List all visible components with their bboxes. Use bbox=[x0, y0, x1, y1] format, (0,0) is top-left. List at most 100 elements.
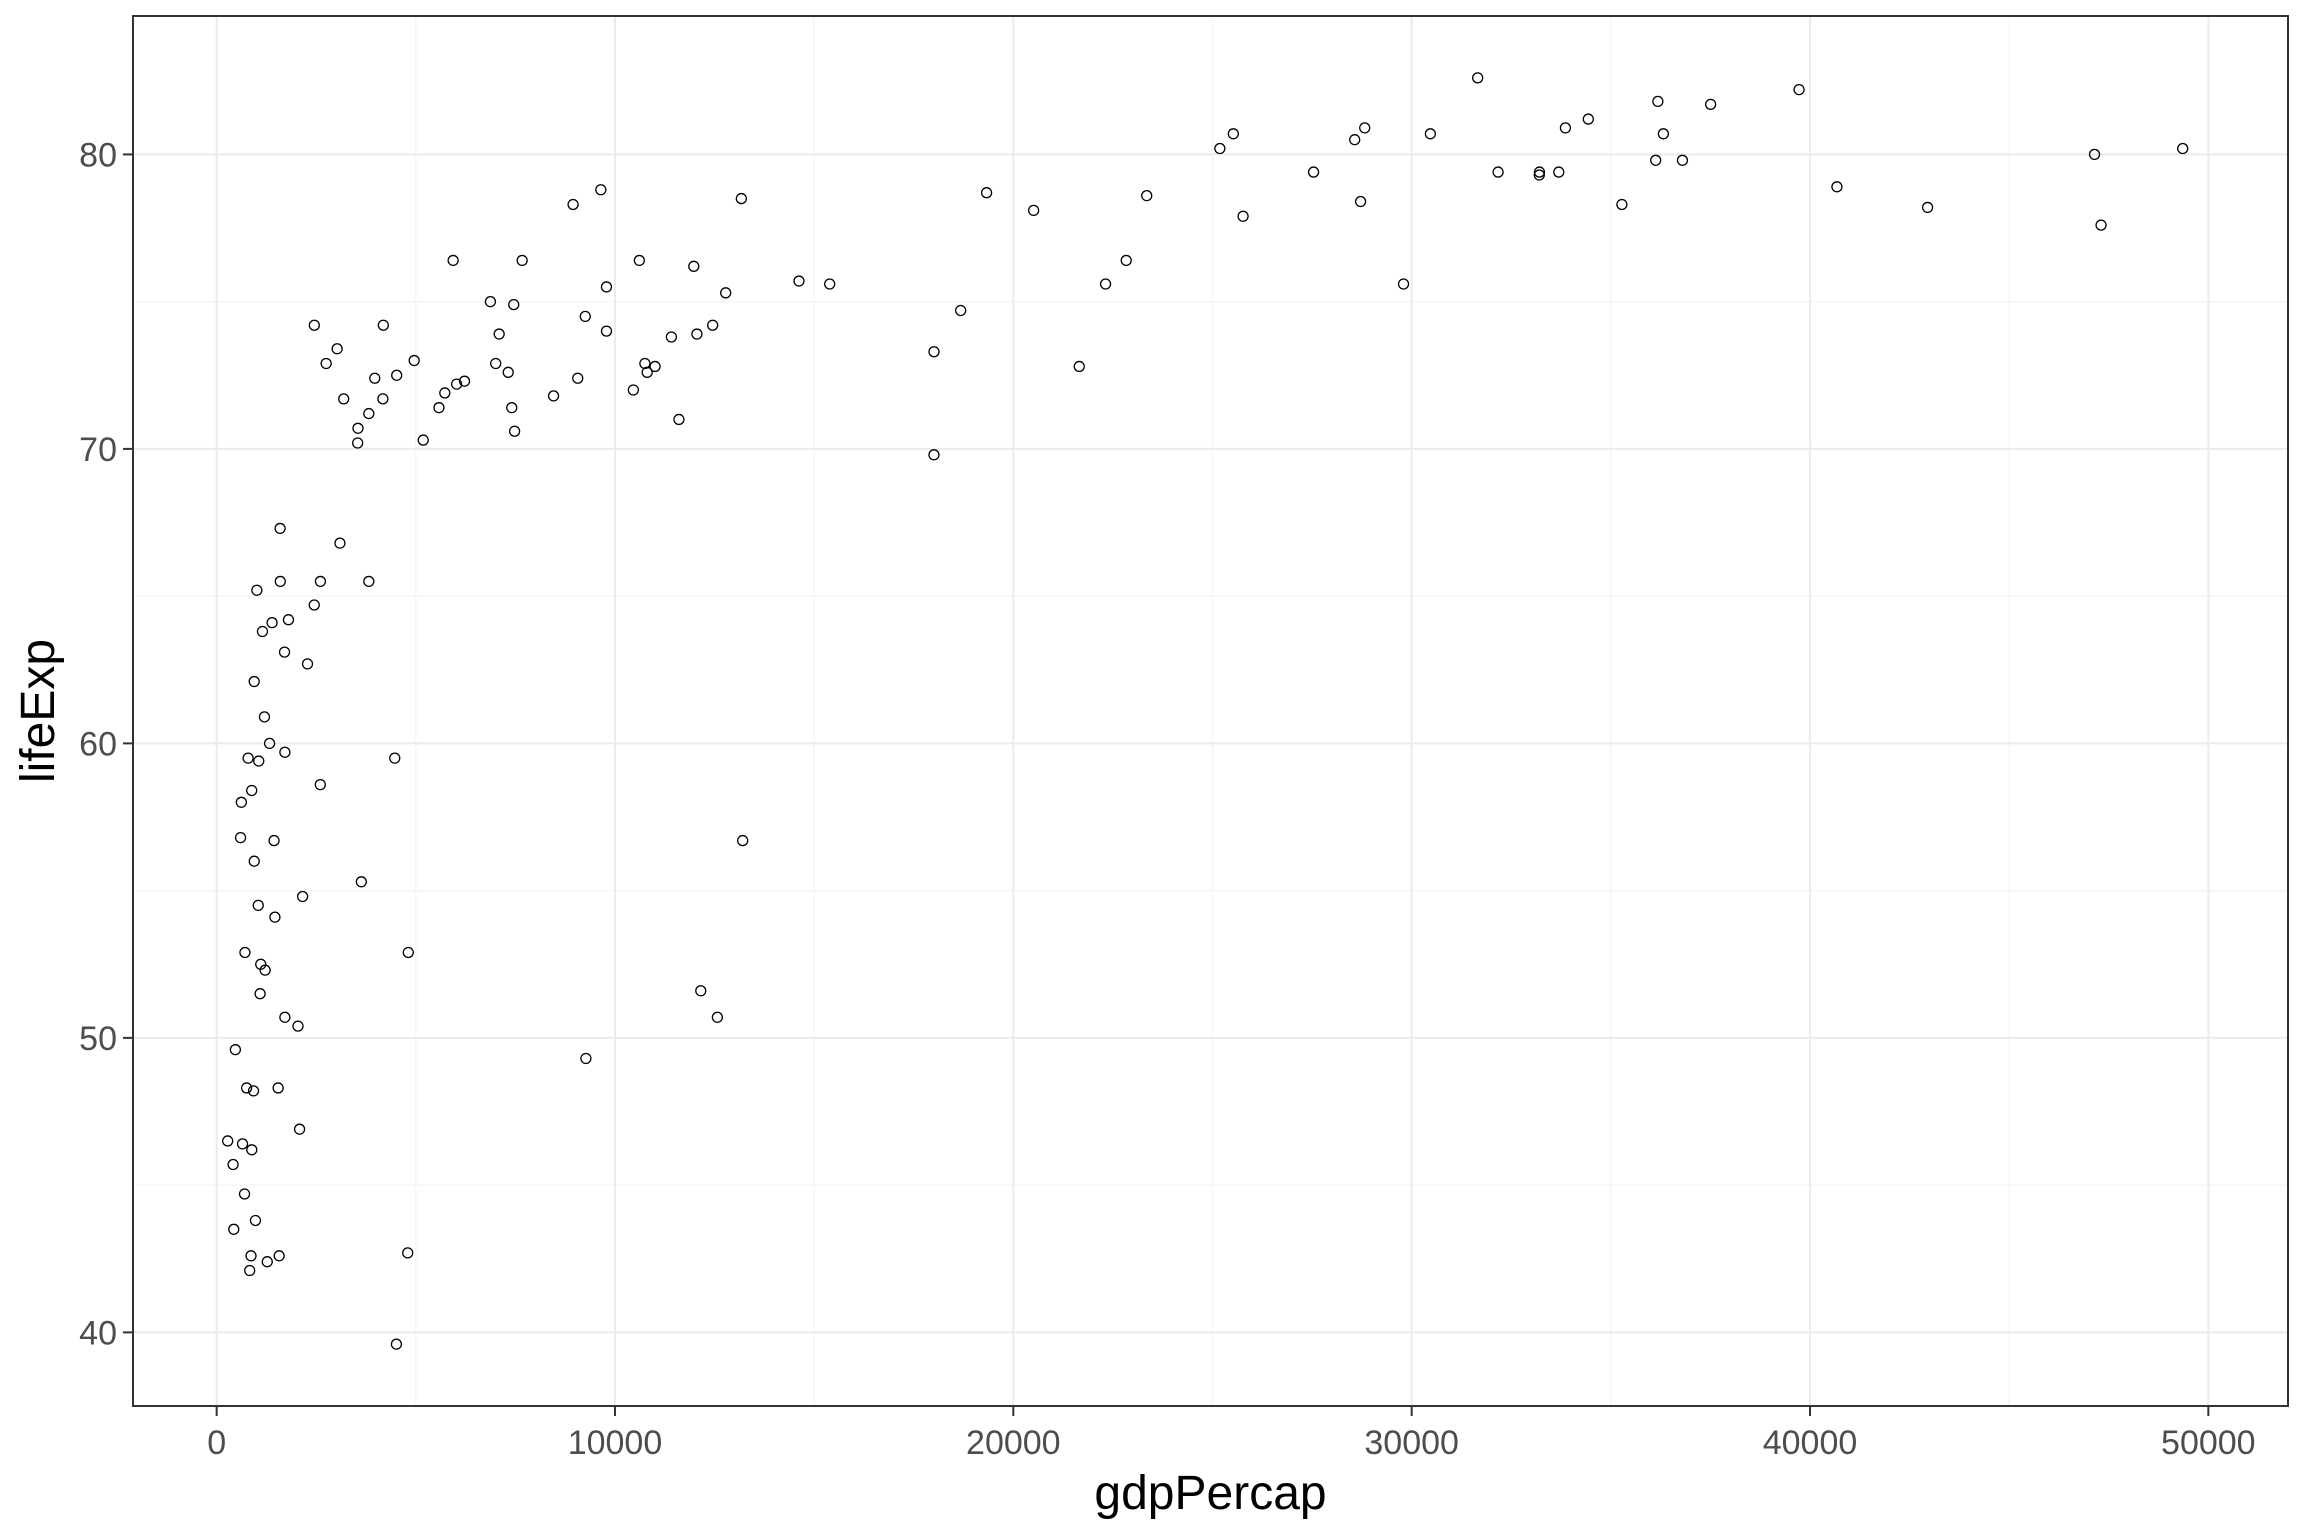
data-point bbox=[352, 422, 364, 434]
x-tick-label: 40000 bbox=[1763, 1424, 1858, 1462]
data-point bbox=[1472, 72, 1484, 84]
data-point bbox=[673, 413, 685, 426]
y-axis-title: lifeExp bbox=[12, 639, 65, 783]
data-point bbox=[1349, 134, 1361, 146]
data-point bbox=[1616, 198, 1628, 211]
y-axis: 40 50 60 70 80 bbox=[79, 136, 133, 1352]
panel-background bbox=[133, 16, 2288, 1406]
data-point bbox=[737, 834, 749, 847]
data-point bbox=[516, 254, 528, 267]
data-point bbox=[369, 372, 381, 384]
data-point bbox=[248, 675, 260, 688]
x-tick-label: 50000 bbox=[2161, 1424, 2256, 1462]
data-point bbox=[1027, 204, 1040, 217]
data-point bbox=[261, 1256, 273, 1268]
data-point bbox=[279, 1011, 291, 1023]
data-point bbox=[246, 784, 258, 797]
data-point bbox=[377, 393, 389, 405]
data-point bbox=[506, 402, 518, 414]
data-point bbox=[272, 1082, 284, 1094]
data-point bbox=[928, 346, 940, 358]
data-point bbox=[2095, 219, 2107, 231]
data-point bbox=[256, 625, 269, 638]
data-point bbox=[1359, 122, 1371, 134]
data-point bbox=[245, 1250, 257, 1262]
data-point bbox=[355, 876, 367, 888]
data-point bbox=[252, 899, 264, 912]
data-point bbox=[1397, 278, 1410, 290]
data-point bbox=[1073, 360, 1085, 373]
data-point bbox=[1214, 142, 1226, 155]
data-point bbox=[1492, 166, 1504, 178]
x-axis: 0 10000 20000 30000 40000 50000 bbox=[207, 1406, 2256, 1462]
data-point bbox=[234, 831, 247, 844]
data-point bbox=[1676, 154, 1689, 166]
data-point bbox=[266, 617, 278, 629]
data-point bbox=[363, 407, 375, 420]
data-point bbox=[278, 646, 291, 658]
data-point bbox=[273, 1250, 285, 1262]
data-point bbox=[296, 890, 309, 903]
data-point bbox=[334, 537, 346, 549]
data-point bbox=[1921, 201, 1934, 214]
data-point bbox=[1237, 210, 1249, 222]
data-point bbox=[228, 1223, 240, 1235]
data-point bbox=[293, 1123, 306, 1135]
data-point bbox=[1354, 195, 1367, 208]
data-point bbox=[641, 366, 653, 378]
data-point bbox=[1652, 95, 1664, 108]
data-point bbox=[1553, 166, 1565, 178]
data-point bbox=[735, 192, 747, 205]
data-points bbox=[222, 72, 2189, 1350]
data-point bbox=[239, 946, 251, 959]
data-point bbox=[793, 275, 805, 287]
data-point bbox=[308, 319, 320, 331]
data-point bbox=[1307, 166, 1320, 178]
data-point bbox=[279, 746, 291, 758]
data-point bbox=[254, 988, 266, 1000]
data-point bbox=[251, 584, 263, 596]
data-point bbox=[235, 796, 247, 808]
data-point bbox=[720, 287, 732, 299]
data-point bbox=[417, 434, 429, 446]
data-point bbox=[928, 449, 940, 461]
data-point bbox=[390, 1338, 403, 1350]
y-tick-label: 50 bbox=[79, 1020, 117, 1058]
data-point bbox=[282, 614, 295, 626]
data-point bbox=[253, 755, 265, 767]
y-tick-label: 80 bbox=[79, 136, 117, 174]
data-point bbox=[484, 296, 497, 308]
data-point bbox=[248, 855, 260, 867]
data-point bbox=[320, 357, 332, 370]
data-point bbox=[377, 319, 390, 331]
data-point bbox=[1650, 154, 1662, 166]
data-point bbox=[649, 360, 661, 373]
data-point bbox=[222, 1135, 234, 1147]
data-point bbox=[1533, 166, 1546, 178]
data-point bbox=[1099, 278, 1112, 290]
data-point bbox=[458, 375, 471, 387]
data-point bbox=[1831, 181, 1843, 193]
data-point bbox=[240, 1082, 253, 1094]
data-point bbox=[1582, 113, 1594, 125]
data-point bbox=[1705, 98, 1717, 110]
data-point bbox=[1120, 254, 1132, 267]
data-point bbox=[688, 260, 700, 272]
data-point bbox=[408, 354, 420, 367]
data-point bbox=[238, 1188, 251, 1200]
data-point bbox=[338, 393, 350, 405]
data-point bbox=[268, 834, 280, 847]
data-point bbox=[580, 1052, 592, 1065]
data-point bbox=[633, 254, 645, 267]
data-point bbox=[249, 1214, 262, 1227]
data-point bbox=[955, 304, 967, 317]
data-point bbox=[508, 298, 520, 311]
y-tick-label: 40 bbox=[79, 1314, 117, 1352]
data-point bbox=[695, 985, 707, 997]
data-point bbox=[246, 1144, 258, 1156]
data-point bbox=[1793, 83, 1805, 96]
data-point bbox=[308, 599, 320, 611]
data-point bbox=[600, 281, 613, 293]
data-point bbox=[490, 357, 502, 370]
data-point bbox=[352, 437, 364, 449]
